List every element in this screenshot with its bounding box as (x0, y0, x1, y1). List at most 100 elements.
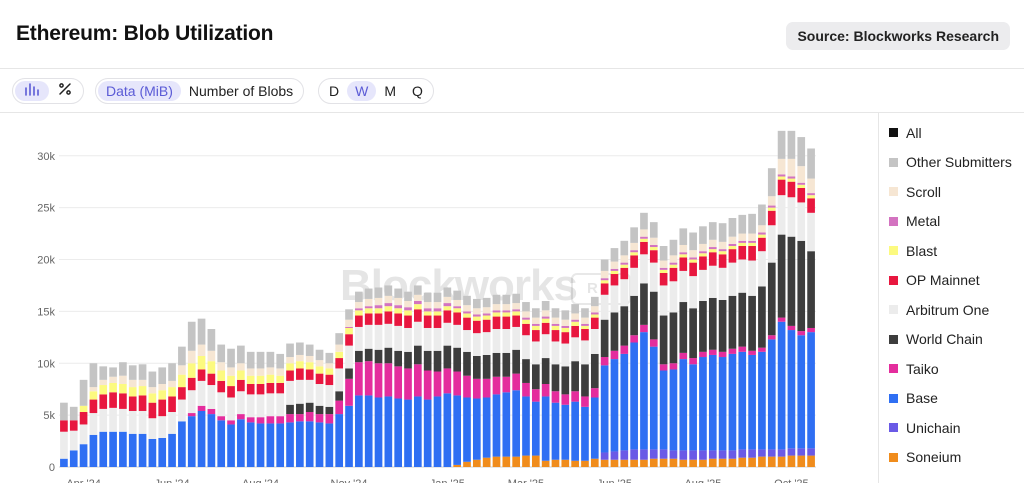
bar-segment (787, 158, 796, 177)
legend-item[interactable]: Metal (889, 207, 1024, 237)
bar-segment (492, 310, 501, 313)
bar-segment (443, 310, 452, 323)
bar-segment (414, 364, 422, 397)
bar-segment (305, 379, 314, 403)
bar-segment (777, 176, 786, 180)
bar-segment (345, 345, 353, 369)
bar-segment (148, 393, 157, 403)
bar-segment (453, 395, 461, 465)
legend-item[interactable]: Soneium (889, 443, 1024, 473)
bar-segment (590, 306, 599, 313)
bar-segment (492, 456, 501, 468)
bar-segment (148, 438, 157, 467)
bar-chart-button[interactable] (15, 81, 49, 101)
bar-segment (482, 313, 491, 316)
bar-segment (522, 323, 530, 336)
legend-label: Soneium (906, 449, 962, 466)
bar-segment (738, 259, 747, 293)
bar-segment (718, 254, 727, 268)
bar-segment (610, 274, 619, 286)
bar-segment (522, 317, 530, 320)
bar-segment (69, 420, 78, 431)
bar-segment (708, 222, 717, 240)
bar-segment (237, 363, 245, 371)
interval-q[interactable]: Q (412, 83, 423, 99)
bar-segment (148, 418, 157, 439)
bar-segment (689, 257, 697, 260)
bar-segment (748, 354, 756, 450)
bar-segment (443, 345, 452, 369)
bar-segment (168, 396, 176, 413)
bar-segment (463, 330, 471, 352)
bar-segment (286, 404, 294, 415)
bar-segment (266, 393, 275, 417)
bar-segment (512, 349, 520, 374)
bar-segment (482, 378, 491, 398)
bar-segment (807, 455, 815, 467)
bar-segment (502, 392, 511, 457)
bar-segment (689, 259, 697, 263)
bar-segment (227, 420, 235, 425)
bar-segment (492, 294, 501, 305)
legend-item[interactable]: All (889, 118, 1024, 148)
bar-segment (89, 399, 98, 414)
legend-item[interactable]: Arbitrum One (889, 295, 1024, 325)
bar-segment (374, 363, 383, 398)
bar-segment (443, 393, 452, 467)
legend-item[interactable]: Base (889, 384, 1024, 414)
bar-segment (384, 311, 393, 324)
bar-segment (502, 294, 511, 305)
bar-segment (394, 325, 403, 351)
bar-segment (374, 297, 383, 306)
bar-segment (276, 368, 285, 376)
bar-segment (522, 335, 530, 360)
bar-segment (669, 264, 678, 268)
bar-segment (305, 369, 314, 380)
interval-d[interactable]: D (329, 83, 340, 99)
bar-segment (227, 386, 235, 398)
bar-segment (463, 461, 471, 467)
legend-item[interactable]: Other Submitters (889, 148, 1024, 178)
bar-segment (620, 345, 629, 354)
legend-item[interactable]: World Chain (889, 325, 1024, 355)
bar-segment (414, 285, 422, 295)
legend-item[interactable]: OP Mainnet (889, 266, 1024, 296)
bar-segment (345, 327, 353, 335)
bar-segment (453, 312, 461, 325)
bar-segment (502, 310, 511, 313)
bar-segment (708, 249, 717, 253)
bar-segment (649, 346, 658, 450)
bar-segment (807, 148, 815, 179)
metric-data-mib[interactable]: Data (MiB) (98, 81, 181, 101)
bar-segment (246, 422, 255, 467)
chart-type-toggle (12, 78, 84, 104)
bar-segment (590, 314, 599, 318)
percent-button[interactable] (49, 81, 81, 101)
legend-item[interactable]: Taiko (889, 354, 1024, 384)
bar-segment (237, 419, 245, 467)
bar-segment (453, 371, 461, 396)
bar-segment (109, 431, 117, 467)
bar-segment (394, 305, 403, 309)
legend-item[interactable]: Scroll (889, 177, 1024, 207)
legend-item[interactable]: Blast (889, 236, 1024, 266)
interval-w[interactable]: W (347, 81, 377, 101)
bar-segment (541, 301, 550, 311)
interval-m[interactable]: M (384, 83, 397, 99)
bar-segment (758, 351, 766, 450)
bar-segment (777, 449, 786, 457)
bar-segment (590, 353, 599, 389)
bar-segment (315, 360, 324, 367)
bar-segment (276, 416, 285, 424)
bar-segment (640, 283, 648, 325)
bar-segment (590, 296, 599, 307)
bar-segment (807, 178, 815, 194)
bar-segment (728, 249, 737, 263)
bar-segment (531, 330, 540, 342)
bar-segment (315, 422, 324, 467)
bar-segment (699, 226, 707, 244)
metric-number-of-blobs[interactable]: Number of Blobs (188, 83, 294, 99)
bar-segment (679, 352, 688, 360)
legend-item[interactable]: Unichain (889, 413, 1024, 443)
bar-segment (738, 240, 747, 243)
